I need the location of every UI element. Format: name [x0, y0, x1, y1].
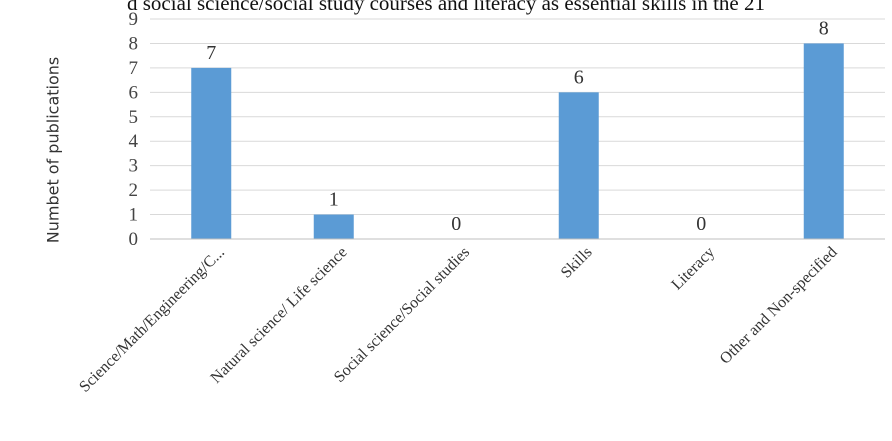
y-tick-label: 4 [129, 131, 139, 152]
data-label: 8 [819, 17, 829, 39]
y-tick-label: 2 [129, 180, 139, 201]
data-label: 0 [451, 213, 461, 235]
y-axis-ticks: 0 1 2 3 4 5 6 7 8 9 [129, 9, 139, 250]
y-tick-label: 8 [129, 33, 139, 54]
gridlines [150, 18, 885, 216]
category-label: Skills [558, 244, 596, 282]
y-tick-label: 0 [129, 229, 139, 250]
data-label: 6 [574, 66, 584, 88]
y-tick-label: 1 [129, 205, 139, 226]
category-label: Literacy [668, 244, 718, 294]
category-label: Social science/Social studies [331, 244, 473, 386]
bar [191, 67, 232, 239]
chart-title: d social science/social study courses an… [127, 0, 765, 15]
y-tick-label: 6 [129, 82, 139, 103]
category-labels: Science/Math/Engineering/C...Natural sci… [76, 244, 840, 396]
bars [191, 43, 844, 239]
bar [313, 214, 354, 239]
category-label: Other and Non-specified [717, 244, 841, 368]
bar [803, 43, 844, 239]
category-label: Natural science/ Life science [208, 244, 351, 387]
data-label: 7 [206, 42, 216, 64]
bar [558, 92, 599, 239]
y-tick-label: 5 [129, 107, 139, 128]
data-label: 0 [696, 213, 706, 235]
y-tick-label: 7 [129, 58, 139, 79]
data-label: 1 [329, 189, 339, 211]
category-label: Science/Math/Engineering/C... [76, 244, 228, 396]
y-tick-label: 9 [129, 9, 139, 30]
data-labels: 7 1 0 6 0 8 [206, 17, 829, 235]
y-tick-label: 3 [129, 156, 139, 177]
